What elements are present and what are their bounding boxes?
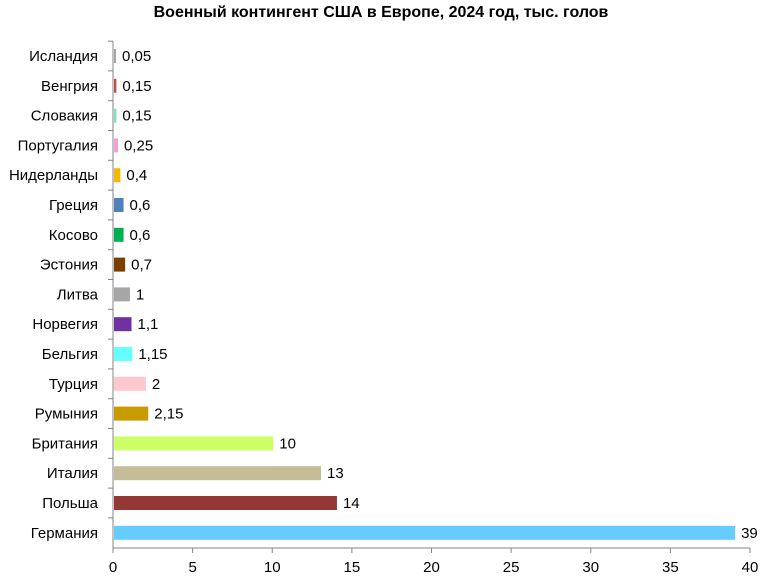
category-label: Польша: [42, 495, 98, 512]
data-label: 0,4: [126, 167, 147, 184]
category-label: Греция: [49, 197, 98, 214]
category-label: Италия: [47, 465, 98, 482]
category-label: Литва: [57, 286, 99, 303]
category-label: Турция: [49, 376, 98, 393]
data-label: 13: [327, 465, 344, 482]
bar: [114, 168, 121, 183]
category-label: Румыния: [35, 406, 98, 423]
data-label: 39: [741, 525, 758, 542]
category-label: Норвегия: [32, 316, 98, 333]
category-label: Нидерланды: [9, 167, 98, 184]
data-label: 0,15: [122, 78, 151, 95]
bar: [114, 138, 118, 153]
x-tick-label: 15: [344, 559, 361, 576]
data-label: 14: [343, 495, 360, 512]
data-label: 0,6: [130, 227, 151, 244]
x-tick-label: 5: [188, 559, 196, 576]
data-label: 1: [136, 286, 144, 303]
category-label: Бельгия: [42, 346, 98, 363]
x-tick-label: 30: [582, 559, 599, 576]
data-label: 2,15: [154, 406, 183, 423]
bar: [114, 496, 337, 510]
chart-title: Военный контингент США в Европе, 2024 го…: [154, 4, 609, 21]
bar: [114, 49, 116, 63]
bar: [114, 227, 124, 242]
data-label: 0,6: [130, 197, 151, 214]
data-label: 10: [279, 435, 296, 452]
x-tick-label: 35: [662, 559, 679, 576]
bar: [114, 108, 117, 123]
bars-group: Исландия 0,05 Венгрия 0,15 Словакия 0,15 Порту…: [9, 48, 758, 542]
data-label: 1,15: [138, 346, 167, 363]
x-tick-label: 20: [423, 559, 440, 576]
data-label: 1,1: [138, 316, 159, 333]
category-label: Эстония: [40, 257, 98, 274]
category-label: Косово: [49, 227, 98, 244]
category-label: Венгрия: [41, 78, 98, 95]
x-tick-label: 10: [264, 559, 281, 576]
category-label: Британия: [32, 435, 98, 452]
data-label: 0,15: [122, 108, 151, 125]
bar: [114, 525, 736, 540]
category-label: Германия: [31, 525, 98, 542]
bar: [114, 317, 132, 332]
data-label: 2: [152, 376, 160, 393]
bar: [114, 466, 322, 481]
bar: [114, 198, 124, 212]
data-label: 0,25: [124, 137, 153, 154]
x-tick-label: 40: [742, 559, 759, 576]
category-label: Словакия: [31, 108, 98, 125]
data-label: 0,7: [131, 257, 152, 274]
bar: [114, 376, 146, 391]
bar: [114, 406, 149, 421]
bar: [114, 257, 126, 272]
x-tick-label: 0: [109, 559, 117, 576]
category-label: Португалия: [18, 137, 98, 154]
bar: [114, 347, 133, 361]
bar: [114, 436, 274, 451]
x-tick-label: 25: [503, 559, 520, 576]
bar: [114, 287, 130, 302]
data-label: 0,05: [122, 48, 151, 65]
category-label: Исландия: [29, 48, 98, 65]
bar: [114, 78, 117, 93]
x-axis: 0 5 10 15 20 25 30 35 40: [108, 40, 759, 576]
